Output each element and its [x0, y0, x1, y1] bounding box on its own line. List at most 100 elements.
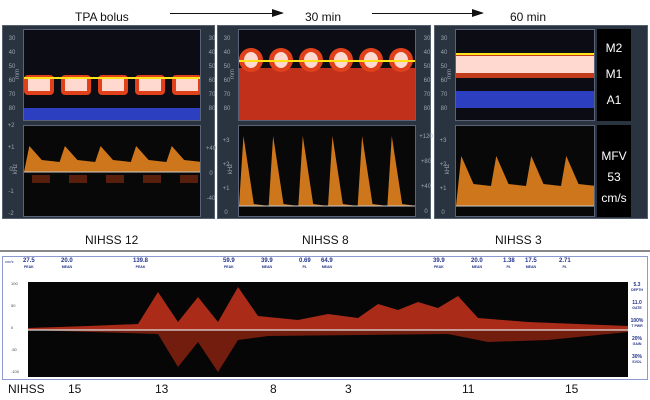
depth-tick: 60	[208, 78, 216, 84]
spectral-display	[23, 125, 201, 217]
depth-tick: 70	[208, 92, 216, 98]
depth-tick: 50	[423, 64, 431, 70]
mfv-box: MFV 53 cm/s	[597, 125, 631, 217]
depth-unit: mm	[230, 69, 236, 79]
khz-tick: +3	[222, 138, 230, 144]
depth-tick: 30	[223, 36, 231, 42]
khz-tick: +1	[439, 186, 447, 192]
strip-y-tick: -50	[11, 347, 17, 352]
depth-tick: 40	[208, 50, 216, 56]
nihss-score: 8	[270, 382, 277, 396]
setting-key: T PWR	[631, 324, 643, 328]
nihss-score: 11	[462, 382, 475, 396]
depth-tick: 80	[423, 106, 431, 112]
metric-value: 139.8	[133, 258, 149, 264]
vessel-labels: M2 M1 A1	[597, 29, 631, 121]
metric-key: PEAK	[135, 265, 146, 269]
depth-tick: 70	[440, 92, 448, 98]
khz-tick: -1	[8, 189, 14, 195]
metric-key: PEAK	[223, 265, 234, 269]
metric-key: MEAN	[261, 265, 272, 269]
metric-key: P.I.	[562, 265, 568, 269]
nihss-panel-3: NIHSS 3	[495, 233, 542, 247]
nihss-score: 15	[565, 382, 579, 396]
velocity-tick: +40	[205, 146, 217, 152]
depth-tick: 70	[8, 92, 16, 98]
depth-tick: 80	[208, 106, 216, 112]
strip-metric: 27.5 PEAK	[23, 258, 35, 270]
m-mode-display	[23, 29, 201, 121]
spectral-display	[455, 125, 595, 217]
strip-metric: 17.5 MEAN	[525, 258, 537, 270]
metric-value: 1.38	[503, 258, 515, 264]
velocity-tick: +80	[420, 159, 432, 165]
depth-unit: mm	[15, 69, 21, 79]
strip-metric: 39.9 PEAK	[433, 258, 445, 270]
depth-tick: 60	[423, 78, 431, 84]
tcd-panel-3: 303040405050606070708080mm+3+2+10kHz+120…	[434, 25, 648, 219]
depth-unit: mm	[447, 69, 453, 79]
m-mode-display	[238, 29, 416, 121]
depth-tick: 40	[8, 50, 16, 56]
label-30-min: 30 min	[305, 10, 342, 24]
reverse-flow	[28, 330, 628, 372]
nihss-panel-2: NIHSS 8	[302, 233, 349, 247]
depth-tick: 60	[440, 78, 448, 84]
setting-value: 30%	[631, 354, 642, 360]
metric-key: MEAN	[471, 265, 482, 269]
strip-metric: 59.9 PEAK	[223, 258, 235, 270]
khz-tick: 0	[441, 210, 445, 216]
strip-y-tick: 100	[11, 281, 18, 286]
depth-tick: 50	[223, 64, 231, 70]
depth-tick: 40	[223, 50, 231, 56]
khz-tick: +1	[222, 186, 230, 192]
metric-key: P.I.	[302, 265, 308, 269]
freq-unit: kHz	[445, 163, 451, 175]
metric-value: 59.9	[223, 258, 235, 264]
strip-setting: 100% T PWR	[628, 319, 646, 329]
metric-value: 17.5	[525, 258, 537, 264]
flow-envelope	[28, 287, 628, 330]
metric-value: 20.0	[471, 258, 483, 264]
freq-unit: kHz	[228, 163, 234, 175]
tcd-panel-2: 30 30 40 40 50 50 60 60 70 70 80 80 mm +3 +2 +1 0 kHz +120…	[217, 25, 433, 219]
setting-value: 5.3	[633, 282, 641, 288]
mfv-unit: cm/s	[601, 191, 627, 205]
nihss-score: 15	[68, 382, 82, 396]
vessel-label-a1: A1	[606, 93, 622, 107]
depth-tick: 70	[223, 92, 231, 98]
depth-tick: 30	[440, 36, 448, 42]
setting-value: 20%	[631, 336, 642, 342]
depth-tick: 50	[8, 64, 16, 70]
arrow-icon	[372, 9, 484, 17]
metric-key: PEAK	[433, 265, 444, 269]
strip-setting: 30% SVOL	[628, 355, 646, 365]
velocity-tick: 0	[209, 171, 213, 177]
metric-key: MEAN	[321, 265, 332, 269]
m-mode-display	[455, 29, 595, 121]
label-tpa-bolus: TPA bolus	[75, 10, 129, 24]
metric-value: 20.0	[61, 258, 73, 264]
setting-value: 11.0	[632, 300, 642, 306]
strip-setting: 20% GAIN	[628, 337, 646, 347]
depth-tick: 50	[208, 64, 216, 70]
depth-tick: 80	[440, 106, 448, 112]
khz-tick: +2	[222, 162, 230, 168]
metric-value: 39.9	[261, 258, 273, 264]
setting-key: SVOL	[632, 360, 642, 364]
strip-setting: 11.0 GATE	[628, 301, 646, 311]
nihss-row-label: NIHSS	[8, 382, 45, 396]
strip-metric: 20.0 MEAN	[471, 258, 483, 270]
setting-key: GAIN	[632, 342, 642, 346]
divider	[0, 250, 650, 252]
khz-tick: +1	[7, 145, 15, 151]
nihss-panel-1: NIHSS 12	[85, 233, 139, 247]
velocity-tick: +120	[419, 134, 433, 140]
depth-tick: 50	[440, 64, 448, 70]
freq-unit: kHz	[13, 163, 19, 175]
depth-tick: 80	[223, 106, 231, 112]
spectral-display	[238, 125, 416, 217]
khz-tick: +2	[7, 123, 15, 129]
tcd-panel-1: 30 30 40 40 50 50 60 60 70 70 80 80 mm +2 +1 0 -1 -2 kHz +4…	[2, 25, 217, 219]
strip-setting: 5.3 DEPTH	[628, 283, 646, 293]
